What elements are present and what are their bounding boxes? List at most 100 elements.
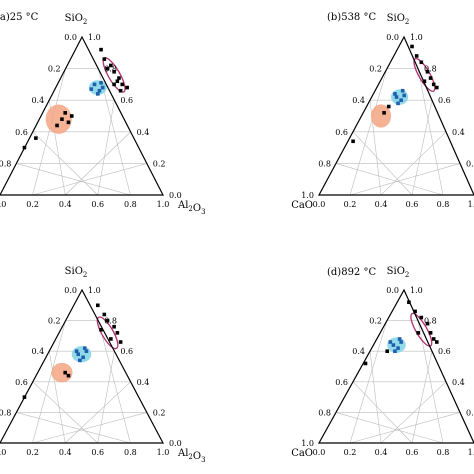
gridline bbox=[411, 100, 433, 196]
vertex-label-top: SiO2 bbox=[65, 266, 88, 279]
data-point bbox=[115, 331, 120, 335]
data-point bbox=[60, 117, 64, 121]
data-point bbox=[125, 85, 129, 90]
vertex-label-top: SiO2 bbox=[387, 13, 410, 26]
tick-label: 1.0 bbox=[301, 191, 314, 200]
tick-label: 0.8 bbox=[437, 448, 450, 457]
data-point bbox=[118, 88, 123, 93]
ternary-frame bbox=[0, 35, 164, 196]
tick-label: 1.0 bbox=[468, 200, 474, 209]
data-point bbox=[112, 82, 116, 87]
gridline bbox=[48, 351, 66, 444]
data-point bbox=[76, 352, 81, 357]
tick-label: 0.8 bbox=[104, 317, 117, 326]
tick-label: 0.6 bbox=[120, 96, 133, 105]
tick-label: 0.6 bbox=[406, 448, 419, 457]
data-point bbox=[99, 47, 103, 52]
data-point bbox=[431, 82, 436, 87]
panel-title: (a)25 °C bbox=[0, 12, 39, 23]
data-point bbox=[112, 324, 116, 329]
tick-label: 1.0 bbox=[468, 448, 474, 457]
vertex-label-right: Al2O3 bbox=[177, 448, 206, 464]
data-point bbox=[34, 136, 38, 140]
tick-label: 0.0 bbox=[64, 33, 77, 42]
data-point bbox=[386, 104, 391, 109]
data-point bbox=[391, 343, 396, 347]
data-point bbox=[407, 300, 411, 305]
data-point bbox=[100, 85, 105, 90]
data-point bbox=[96, 92, 100, 96]
gridline bbox=[335, 163, 444, 196]
panel-title: (b)538 °C bbox=[327, 12, 376, 23]
tick-label: 0.2 bbox=[344, 448, 357, 457]
data-point bbox=[435, 340, 439, 344]
data-point bbox=[102, 312, 107, 317]
data-point bbox=[105, 318, 110, 323]
ternary-frame bbox=[317, 35, 474, 196]
data-point bbox=[55, 123, 59, 128]
gridline bbox=[64, 131, 131, 196]
data-point bbox=[97, 88, 102, 93]
data-point bbox=[422, 79, 427, 84]
data-point bbox=[84, 349, 89, 353]
data-point bbox=[382, 111, 386, 115]
data-point bbox=[22, 145, 27, 150]
gridline bbox=[335, 412, 444, 444]
data-point bbox=[74, 349, 79, 353]
data-point bbox=[385, 349, 389, 353]
tick-label: 0.8 bbox=[104, 65, 117, 74]
tick-label: 0.2 bbox=[153, 159, 166, 168]
tick-label: 0.8 bbox=[0, 159, 11, 168]
tick-label: 0.2 bbox=[26, 200, 39, 209]
tick-label: 0.0 bbox=[313, 200, 326, 209]
data-point bbox=[402, 93, 407, 98]
region-fill bbox=[51, 362, 73, 383]
gridline bbox=[380, 381, 447, 444]
data-point bbox=[396, 101, 400, 106]
tick-label: 0.8 bbox=[424, 317, 437, 326]
data-point bbox=[69, 114, 74, 118]
ternary-frame bbox=[317, 288, 474, 444]
data-point bbox=[416, 331, 420, 335]
gridline bbox=[349, 163, 461, 196]
data-point bbox=[425, 69, 430, 74]
vertex-label-left: CaO bbox=[291, 200, 313, 211]
panel-title: (d)892 °C bbox=[327, 267, 376, 278]
tick-label: 0.6 bbox=[335, 128, 348, 137]
gridline bbox=[352, 381, 413, 444]
gridline bbox=[64, 381, 131, 444]
data-point bbox=[393, 92, 397, 96]
data-point bbox=[109, 63, 113, 68]
data-point bbox=[102, 57, 107, 61]
data-point bbox=[394, 95, 399, 99]
tick-label: 0.8 bbox=[0, 408, 11, 417]
data-point bbox=[388, 340, 393, 344]
tick-label: 0.2 bbox=[48, 65, 61, 74]
data-point bbox=[115, 79, 120, 84]
tick-label: 1.0 bbox=[410, 33, 423, 42]
data-point bbox=[393, 349, 397, 353]
data-point bbox=[419, 60, 424, 65]
tick-label: 0.4 bbox=[31, 347, 44, 356]
tick-label: 0.4 bbox=[375, 448, 388, 457]
vertex-label-top: SiO2 bbox=[387, 266, 410, 279]
ternary-frame bbox=[0, 288, 164, 444]
tick-label: 0.0 bbox=[0, 200, 6, 209]
tick-label: 0.2 bbox=[153, 408, 166, 417]
tick-label: 0.2 bbox=[466, 159, 474, 168]
gridline bbox=[97, 351, 115, 444]
data-point bbox=[399, 98, 403, 102]
data-point bbox=[66, 120, 71, 125]
data-point bbox=[99, 81, 103, 85]
tick-label: 0.6 bbox=[438, 347, 451, 356]
data-point bbox=[105, 66, 110, 71]
gridline bbox=[97, 100, 115, 196]
data-point bbox=[92, 82, 97, 87]
gridline bbox=[16, 412, 131, 444]
tick-label: 0.8 bbox=[318, 408, 331, 417]
tick-label: 1.0 bbox=[410, 286, 423, 295]
vertex-label-right: Al2O3 bbox=[177, 200, 206, 216]
gridline bbox=[352, 131, 413, 196]
tick-label: 0.8 bbox=[124, 448, 137, 457]
data-point bbox=[89, 87, 94, 91]
